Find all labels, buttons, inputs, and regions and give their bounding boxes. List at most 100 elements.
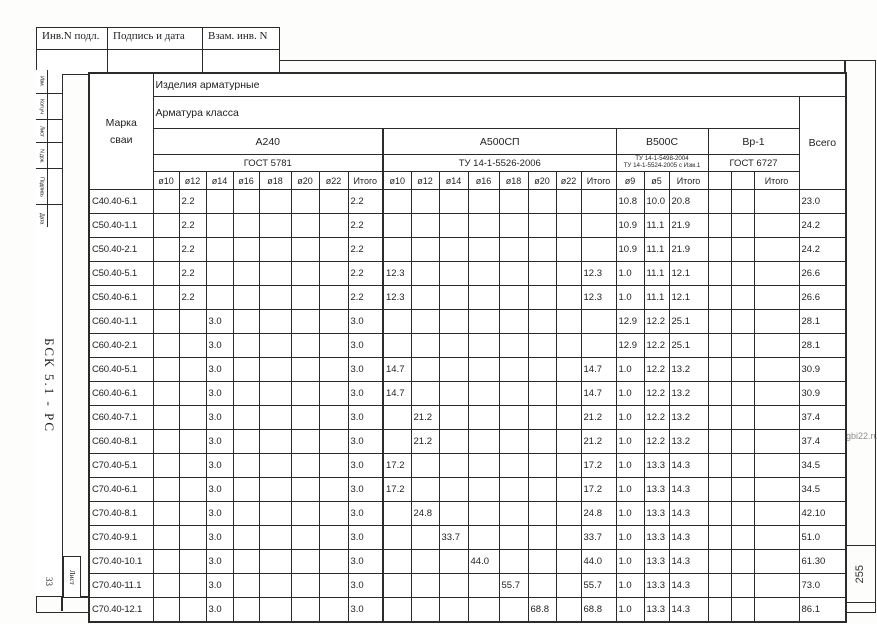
data-cell: 2.2 [178, 261, 207, 286]
data-cell [707, 453, 732, 478]
data-cell [258, 189, 292, 214]
data-cell [382, 549, 412, 574]
data-cell [178, 309, 207, 334]
data-cell [205, 285, 234, 310]
table-row: С50.40-2.1 2.2 2.2 10.9 11.1 21.9 24.2 [88, 237, 847, 262]
data-cell: 12.2 [643, 357, 670, 382]
data-cell [580, 309, 617, 334]
data-cell [290, 477, 320, 502]
data-cell [467, 237, 500, 262]
data-cell [318, 549, 349, 574]
data-cell: 21.9 [668, 237, 709, 262]
data-cell: 2.2 [347, 261, 384, 286]
data-cell [152, 237, 180, 262]
data-cell: 1.0 [615, 405, 645, 430]
itogo-header: Итого [753, 171, 800, 190]
data-cell [152, 357, 180, 382]
data-cell: 3.0 [347, 357, 384, 382]
group-header-vr1: Вр-1 [707, 128, 800, 155]
data-cell: 1.0 [615, 381, 645, 406]
data-cell [555, 213, 582, 238]
data-cell [498, 189, 529, 214]
data-cell [152, 549, 180, 574]
data-cell [152, 597, 180, 623]
table-subtitle: Арматура класса [152, 96, 800, 129]
data-cell [178, 381, 207, 406]
data-cell [178, 357, 207, 382]
data-cell [205, 213, 234, 238]
data-cell: 10.0 [643, 189, 670, 214]
data-cell: 2.2 [347, 213, 384, 238]
data-cell [498, 333, 529, 358]
data-cell [527, 453, 557, 478]
row-mark: С60.40-2.1 [88, 333, 154, 358]
data-cell [498, 549, 529, 574]
data-cell [318, 261, 349, 286]
header-row-standards: ГОСТ 5781 ТУ 14-1-5526-2006 ТУ 14-1-5498… [89, 154, 846, 172]
stamp-cell-podpis-data: Подпись и дата [108, 28, 203, 74]
data-cell: 17.2 [580, 477, 617, 502]
data-cell [232, 477, 260, 502]
data-cell: 3.0 [347, 333, 384, 358]
data-cell [152, 381, 180, 406]
data-cell [232, 573, 260, 598]
data-cell: 20.8 [668, 189, 709, 214]
data-cell: 12.9 [615, 309, 645, 334]
data-cell [730, 381, 755, 406]
data-cell [707, 405, 732, 430]
dia-header: ø12 [178, 171, 207, 190]
row-mark: С40.40-6.1 [88, 189, 154, 214]
data-cell [410, 213, 440, 238]
data-cell [730, 405, 755, 430]
data-cell [730, 525, 755, 550]
data-cell [258, 285, 292, 310]
data-cell [232, 429, 260, 454]
data-cell: 12.3 [580, 285, 617, 310]
data-cell [410, 309, 440, 334]
data-cell [467, 381, 500, 406]
data-cell [753, 237, 800, 262]
dia-header: ø18 [258, 171, 292, 190]
data-cell [290, 237, 320, 262]
data-cell [152, 453, 180, 478]
data-cell [152, 573, 180, 598]
data-cell: 2.2 [178, 237, 207, 262]
dia-header: ø22 [555, 171, 582, 190]
data-cell: 33.7 [580, 525, 617, 550]
data-cell: 14.3 [668, 597, 709, 623]
dia-header-blank [707, 171, 732, 190]
dia-header: ø10 [152, 171, 180, 190]
data-cell [527, 525, 557, 550]
data-cell [730, 333, 755, 358]
revision-label-data: Дата [38, 213, 45, 224]
data-cell [467, 285, 500, 310]
data-cell: 3.0 [347, 525, 384, 550]
data-cell: 21.2 [580, 429, 617, 454]
data-cell [438, 477, 469, 502]
data-cell [467, 213, 500, 238]
data-cell [498, 261, 529, 286]
sheet-number: 33 [44, 576, 54, 586]
data-cell [707, 261, 732, 286]
data-cell [467, 525, 500, 550]
data-cell [753, 285, 800, 310]
data-cell [290, 453, 320, 478]
standard-tu-5498-line1: ТУ 14-1-5498-2004 [635, 155, 689, 163]
data-cell [152, 429, 180, 454]
data-cell [467, 501, 500, 526]
drawing-frame-left [61, 60, 63, 611]
data-cell: 1.0 [615, 549, 645, 574]
data-cell [318, 189, 349, 214]
data-cell [707, 597, 732, 623]
data-cell [753, 549, 800, 574]
data-cell [318, 309, 349, 334]
data-cell [258, 429, 292, 454]
header-row-subtitle: Арматура класса Всего [89, 96, 847, 190]
data-cell: 28.1 [798, 333, 847, 358]
data-cell: 3.0 [347, 405, 384, 430]
data-cell [290, 213, 320, 238]
header-row-groups: А240 А500СП В500С Вр-1 [89, 128, 846, 155]
data-cell [258, 525, 292, 550]
stamp-cell-inv-n-podl: Инв.N подл. [37, 28, 108, 74]
data-cell [438, 501, 469, 526]
